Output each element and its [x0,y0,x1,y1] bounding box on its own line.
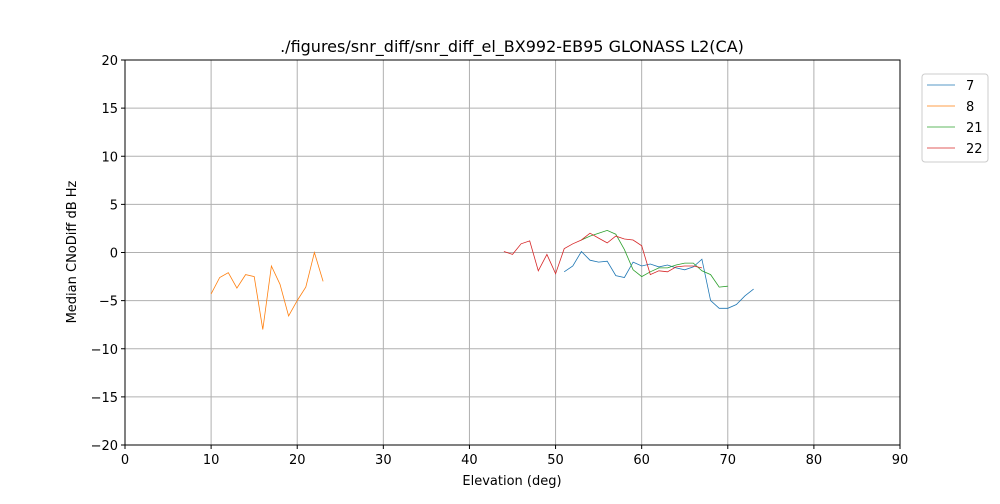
legend-box [921,73,989,163]
x-axis-label: Elevation (deg) [462,474,561,489]
y-tick-label: 0 [110,247,118,262]
y-tick-label: 5 [110,198,118,213]
y-tick-label: 10 [101,150,118,165]
y-tick-label: −10 [91,343,118,358]
y-tick-label: −15 [91,391,118,406]
x-tick-label: 80 [806,453,823,468]
y-tick-label: −5 [99,295,118,310]
legend-label-8: 8 [966,100,974,115]
x-tick-label: 90 [892,453,909,468]
series-line-7 [563,250,754,309]
x-tick-label: 0 [121,453,129,468]
x-tick-label: 10 [203,453,220,468]
series-line-22 [503,232,702,276]
y-axis-label: Median CNoDiff dB Hz [65,180,80,323]
legend-label-7: 7 [966,79,974,94]
x-tick-label: 70 [720,453,737,468]
x-tick-label: 50 [547,453,564,468]
y-tick-label: −20 [91,439,118,454]
series-line-21 [581,229,728,288]
x-tick-label: 60 [633,453,650,468]
x-tick-label: 20 [289,453,306,468]
legend-label-22: 22 [966,142,983,157]
y-tick-label: 20 [101,54,118,69]
legend-label-21: 21 [966,121,983,136]
x-tick-label: 40 [461,453,478,468]
y-tick-label: 15 [101,102,118,117]
chart-title: ./figures/snr_diff/snr_diff_el_BX992-EB9… [280,37,744,57]
series-line-8 [210,250,324,330]
x-tick-label: 30 [375,453,392,468]
legend: 7 8 21 22 [921,73,989,163]
